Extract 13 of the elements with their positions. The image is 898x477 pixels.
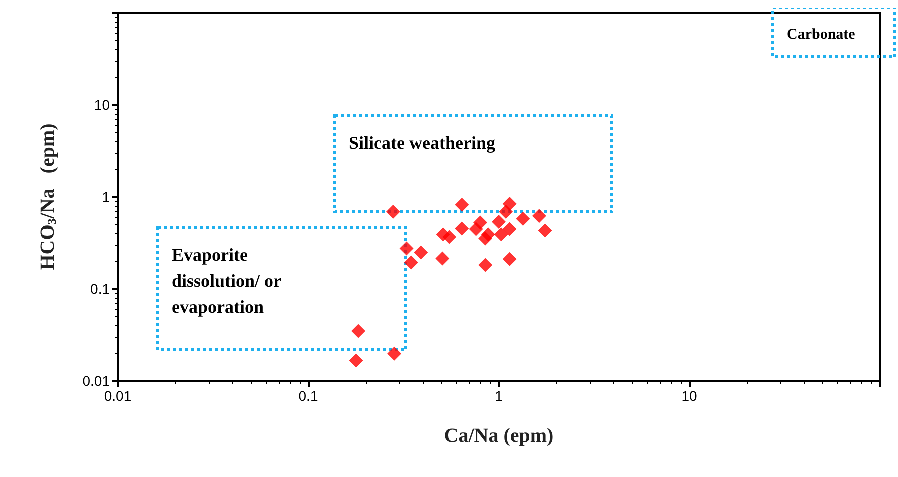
y-tick-label: 1	[102, 189, 110, 205]
x-axis-title: Ca/Na (epm)	[444, 425, 554, 447]
annotation: Carbonate	[787, 27, 856, 43]
x-tick-label: 10	[682, 388, 698, 404]
x-tick-label: 0.01	[104, 388, 132, 404]
x-tick-label: 1	[495, 388, 504, 404]
y-axis-title: HCO3/Na (epm)	[37, 124, 59, 270]
y-tick-label: 0.1	[90, 281, 110, 297]
annotation: Silicate weathering	[349, 133, 496, 153]
y-tick-label: 10	[94, 97, 110, 113]
x-tick-label: 0.1	[298, 388, 318, 404]
y-tick-label: 0.01	[82, 373, 110, 389]
annotation: Evaporite dissolution/ or evaporation	[172, 245, 282, 317]
